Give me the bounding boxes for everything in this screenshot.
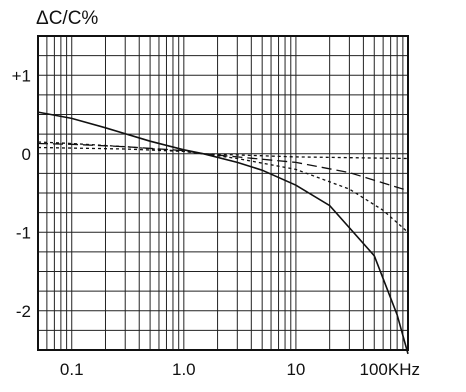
x-tick-label: 1.0	[172, 360, 196, 379]
series-group	[37, 111, 409, 355]
plot-frame	[37, 35, 409, 351]
x-tick-label: 10	[286, 360, 305, 379]
y-tick-label: +1	[12, 66, 31, 85]
x-tick-labels: 0.1 1.0 10 100KHz	[60, 360, 420, 379]
y-tick-labels: +1 0 -1 -2	[12, 66, 31, 321]
series-line-1-solid	[37, 111, 409, 355]
y-tick-label: -1	[16, 223, 31, 242]
x-tick-label: 0.1	[60, 360, 84, 379]
grid	[38, 36, 408, 350]
y-tick-label: 0	[22, 145, 31, 164]
x-tick-label: 100KHz	[360, 360, 420, 379]
y-axis-label: ΔC/C%	[36, 8, 98, 29]
series-line-2-dashed	[37, 142, 409, 192]
series-line-4-dotted	[37, 146, 409, 160]
series-line-3-dotted	[37, 141, 409, 233]
y-tick-label: -2	[16, 302, 31, 321]
